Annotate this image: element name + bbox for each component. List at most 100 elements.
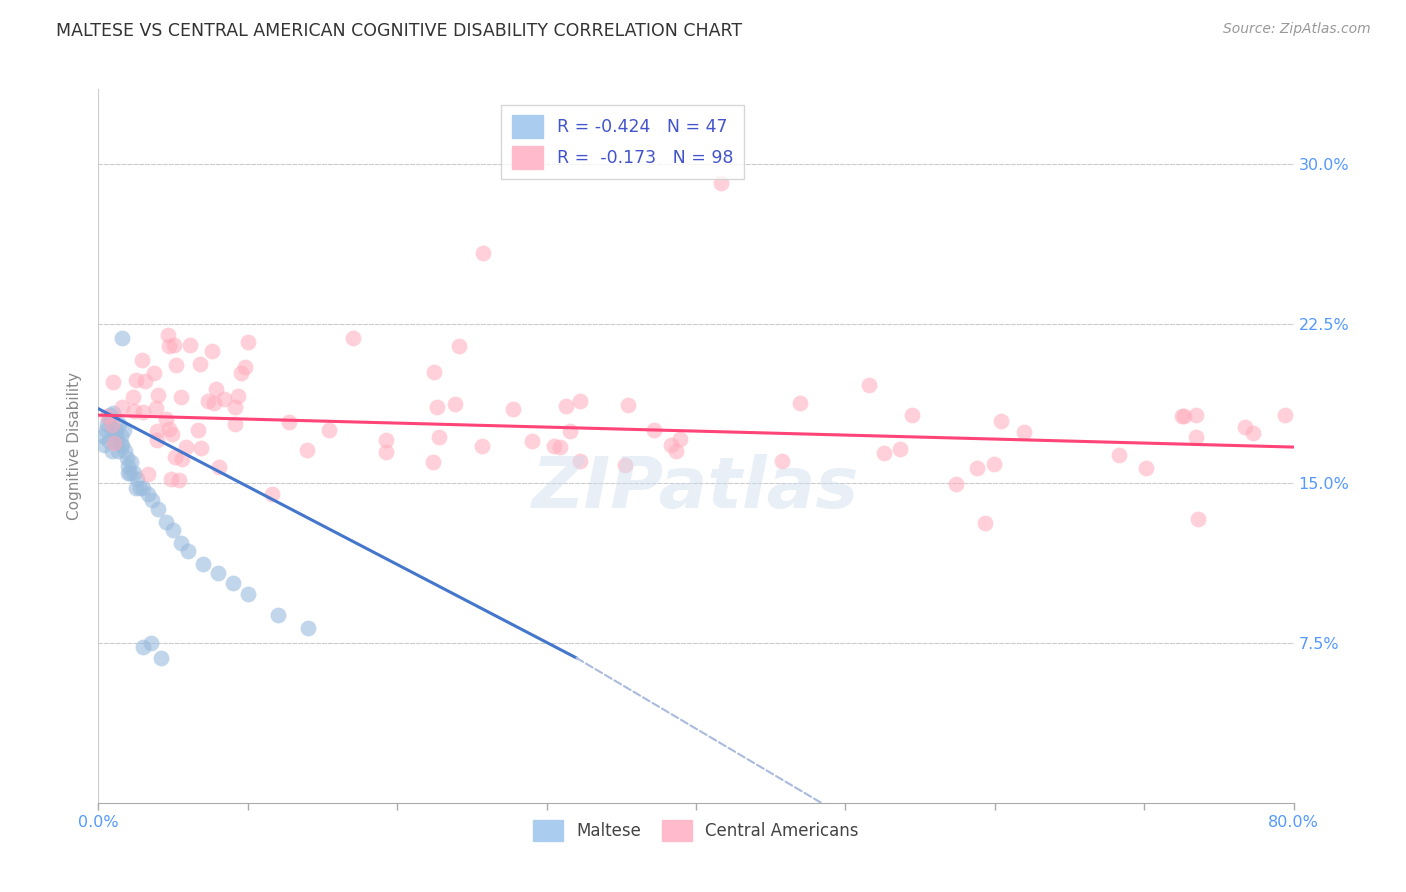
Point: [125, 481, 148, 495]
Point: [990, 414, 1012, 428]
Point: [165, 359, 187, 373]
Point: [236, 587, 259, 601]
Point: [554, 399, 576, 413]
Point: [260, 486, 283, 500]
Point: [426, 400, 449, 414]
Point: [96, 417, 118, 431]
Point: [471, 439, 494, 453]
Point: [146, 434, 169, 448]
Point: [422, 365, 444, 379]
Point: [143, 366, 166, 380]
Point: [155, 515, 177, 529]
Point: [157, 422, 180, 436]
Point: [96, 409, 118, 424]
Point: [889, 442, 911, 456]
Point: [1171, 409, 1194, 424]
Point: [97, 434, 120, 448]
Point: [983, 457, 1005, 471]
Point: [103, 376, 125, 390]
Point: [101, 444, 124, 458]
Point: [1185, 430, 1208, 444]
Point: [134, 374, 156, 388]
Point: [97, 412, 120, 426]
Point: [111, 438, 134, 452]
Point: [118, 466, 141, 480]
Point: [444, 397, 467, 411]
Point: [1234, 419, 1257, 434]
Point: [267, 608, 290, 623]
Point: [94, 423, 117, 437]
Point: [131, 352, 153, 367]
Point: [104, 434, 127, 448]
Point: [165, 450, 187, 465]
Point: [560, 424, 582, 438]
Point: [112, 423, 135, 437]
Point: [132, 481, 155, 495]
Point: [669, 432, 692, 446]
Point: [155, 411, 177, 425]
Point: [1135, 461, 1157, 475]
Text: Source: ZipAtlas.com: Source: ZipAtlas.com: [1223, 22, 1371, 37]
Point: [115, 450, 138, 465]
Point: [150, 651, 173, 665]
Point: [770, 454, 793, 468]
Point: [297, 621, 319, 635]
Point: [222, 576, 245, 591]
Point: [202, 396, 225, 410]
Point: [132, 405, 155, 419]
Point: [111, 400, 134, 414]
Point: [122, 404, 145, 418]
Point: [1241, 425, 1264, 440]
Point: [900, 409, 922, 423]
Point: [207, 566, 229, 580]
Point: [502, 401, 524, 416]
Point: [190, 441, 212, 455]
Point: [141, 493, 163, 508]
Point: [1012, 425, 1035, 439]
Point: [659, 438, 682, 452]
Point: [208, 459, 231, 474]
Point: [124, 466, 146, 480]
Point: [107, 444, 129, 458]
Point: [224, 417, 246, 432]
Point: [422, 455, 444, 469]
Point: [174, 440, 197, 454]
Point: [91, 429, 114, 443]
Point: [427, 430, 450, 444]
Point: [187, 423, 209, 437]
Point: [197, 393, 219, 408]
Point: [520, 434, 543, 449]
Point: [160, 427, 183, 442]
Point: [278, 416, 301, 430]
Point: [162, 523, 184, 537]
Point: [127, 472, 149, 486]
Point: [1108, 449, 1130, 463]
Point: [157, 327, 180, 342]
Point: [146, 388, 169, 402]
Point: [665, 443, 688, 458]
Point: [132, 640, 155, 655]
Point: [1184, 408, 1206, 422]
Point: [295, 443, 318, 458]
Point: [159, 339, 181, 353]
Point: [1187, 512, 1209, 526]
Point: [974, 516, 997, 530]
Point: [145, 424, 167, 438]
Point: [110, 438, 132, 452]
Point: [643, 423, 665, 437]
Point: [145, 401, 167, 416]
Point: [188, 357, 211, 371]
Point: [148, 501, 170, 516]
Point: [342, 331, 364, 345]
Point: [873, 445, 896, 459]
Point: [569, 454, 592, 468]
Point: [177, 544, 200, 558]
Point: [226, 388, 249, 402]
Point: [858, 377, 880, 392]
Point: [568, 393, 591, 408]
Point: [103, 406, 125, 420]
Point: [201, 344, 224, 359]
Point: [101, 417, 124, 432]
Point: [375, 445, 398, 459]
Point: [105, 429, 128, 443]
